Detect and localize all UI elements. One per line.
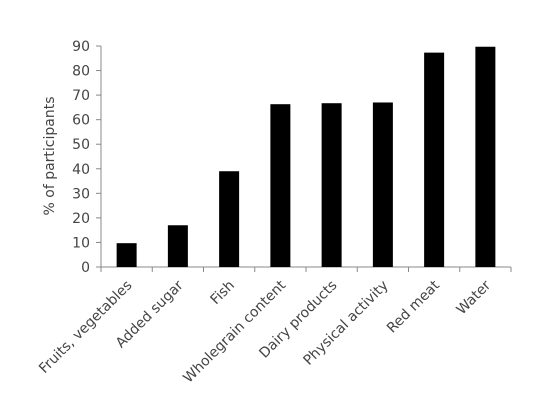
y-tick-label: 40 [72,162,90,178]
x-tick-label: Fish [207,278,237,308]
bar [167,225,188,267]
bar [270,104,291,268]
y-tick-label: 50 [72,137,90,153]
bar [219,171,240,267]
bar [424,52,445,267]
y-tick-label: 60 [72,113,90,129]
y-tick-label: 70 [72,88,90,104]
y-tick-label: 30 [72,186,90,202]
x-tick-label: Wholegrain content [180,277,289,386]
x-tick-label: Red meat [384,277,443,336]
bar [372,102,393,267]
x-tick-label: Water [454,277,495,318]
x-tick-label: Fruits, vegetables [36,278,135,377]
y-tick-label: 10 [72,235,90,251]
bar [116,243,137,267]
bar [475,46,496,268]
y-tick-label: 20 [72,211,90,227]
y-tick-label: 80 [72,64,90,80]
bar [321,103,342,267]
y-axis-label: % of participants [42,96,58,215]
y-tick-label: 0 [81,260,90,276]
y-tick-label: 90 [72,39,90,55]
